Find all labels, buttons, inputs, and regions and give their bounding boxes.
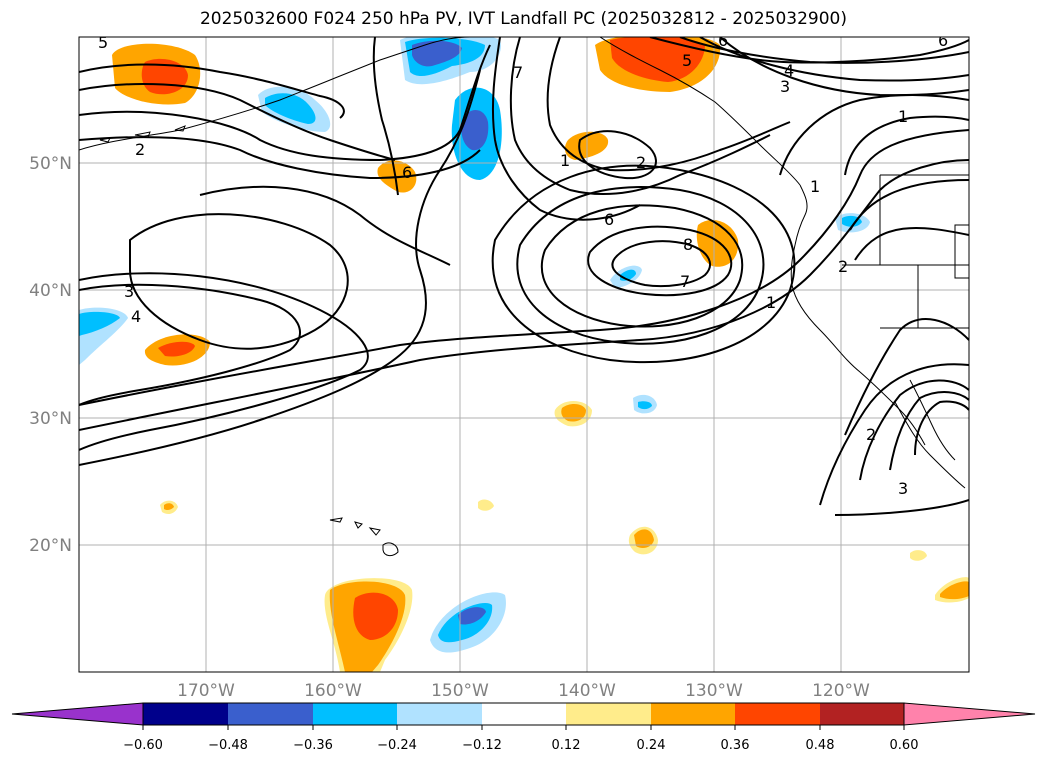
colorbar-tick-label: −0.48 [208, 738, 248, 753]
colorbar-tick-label: 0.36 [721, 738, 750, 753]
svg-text:6: 6 [938, 31, 948, 50]
lon-label-150w: 150°W [431, 681, 489, 701]
lon-label-160w: 160°W [304, 681, 362, 701]
svg-text:2: 2 [838, 257, 848, 276]
colorbar-tick-label: −0.12 [462, 738, 502, 753]
map-frame [78, 36, 970, 673]
lon-label-170w: 170°W [177, 681, 235, 701]
colorbar: −0.60 −0.48 −0.36 −0.24 −0.12 0.12 0.24 … [11, 702, 1036, 753]
longitude-labels: 170°W 160°W 150°W 140°W 130°W 120°W [177, 681, 870, 701]
svg-text:2: 2 [866, 425, 876, 444]
colorbar-bin [735, 703, 820, 725]
coastlines [79, 37, 969, 557]
svg-text:5: 5 [98, 33, 108, 52]
colorbar-bin [820, 703, 904, 725]
svg-text:1: 1 [560, 151, 570, 170]
lat-label-20n: 20°N [29, 536, 72, 556]
colorbar-tick-label: 0.24 [637, 738, 666, 753]
svg-text:2: 2 [135, 140, 145, 159]
svg-text:7: 7 [513, 63, 523, 82]
map-title: 2025032600 F024 250 hPa PV, IVT Landfall… [199, 9, 847, 29]
lat-label-40n: 40°N [29, 281, 72, 301]
svg-text:6: 6 [604, 210, 614, 229]
latitude-labels: 50°N 40°N 30°N 20°N [29, 154, 72, 556]
svg-text:8: 8 [683, 235, 693, 254]
colorbar-bin [313, 703, 397, 725]
colorbar-tick-label: 0.12 [552, 738, 581, 753]
ivt-contours [79, 37, 969, 516]
colorbar-tick-label: −0.36 [293, 738, 333, 753]
lat-label-50n: 50°N [29, 154, 72, 174]
colorbar-bin [566, 703, 651, 725]
lon-label-130w: 130°W [685, 681, 743, 701]
colorbar-tick-label: −0.24 [377, 738, 417, 753]
colorbar-bin [397, 703, 482, 725]
lat-label-30n: 30°N [29, 409, 72, 429]
svg-text:4: 4 [784, 61, 794, 80]
colorbar-tick-label: −0.60 [123, 738, 163, 753]
svg-text:6: 6 [718, 31, 728, 50]
svg-text:3: 3 [898, 479, 908, 498]
contour-labels: 5 6 7 5 4 3 6 2 1 6 2 1 6 8 7 1 3 4 2 3 … [98, 31, 948, 498]
colorbar-bin [143, 703, 228, 725]
colorbar-tick-label: 0.60 [890, 738, 919, 753]
colorbar-extend-low [11, 702, 144, 726]
colorbar-tick-label: 0.48 [806, 738, 835, 753]
svg-text:3: 3 [780, 77, 790, 96]
map-layers: 5 6 7 5 4 3 6 2 1 6 2 1 6 8 7 1 3 4 2 3 … [79, 31, 969, 672]
map-area [79, 37, 969, 672]
svg-text:2: 2 [636, 153, 646, 172]
colorbar-outline [142, 702, 905, 726]
svg-text:1: 1 [766, 293, 776, 312]
svg-text:1: 1 [898, 107, 908, 126]
colorbar-ticks [142, 725, 905, 730]
svg-text:6: 6 [402, 163, 412, 182]
colorbar-bin [482, 703, 566, 725]
svg-text:1: 1 [810, 177, 820, 196]
lon-label-120w: 120°W [812, 681, 870, 701]
colorbar-bin [651, 703, 735, 725]
colorbar-extend-high [903, 702, 1036, 726]
svg-text:4: 4 [131, 307, 141, 326]
svg-text:5: 5 [682, 51, 692, 70]
lon-label-140w: 140°W [558, 681, 616, 701]
svg-text:7: 7 [680, 272, 690, 291]
svg-text:3: 3 [124, 282, 134, 301]
colorbar-bin [228, 703, 313, 725]
